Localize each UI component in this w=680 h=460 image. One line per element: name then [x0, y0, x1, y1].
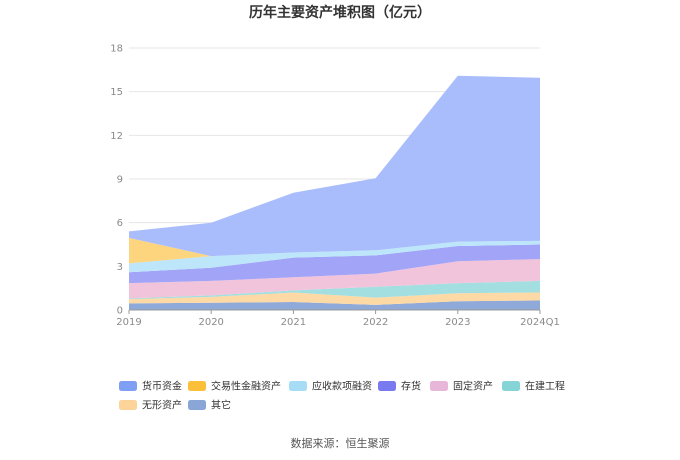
- legend-item[interactable]: 固定资产: [430, 380, 493, 393]
- legend-item[interactable]: 其它: [188, 399, 231, 412]
- y-tick-label: 0: [117, 306, 123, 317]
- legend-label: 在建工程: [525, 380, 565, 393]
- x-tick-label: 2022: [363, 317, 388, 328]
- area-series-4: [129, 259, 540, 299]
- axes: 0 3 6 9 12 15 18 2019 2020 2021 2022 2023 2024Q1: [110, 44, 560, 329]
- x-tick-label: 2020: [198, 317, 223, 328]
- legend-item[interactable]: 交易性金融资产: [188, 380, 281, 393]
- y-tick-label: 3: [117, 262, 123, 273]
- y-tick-label: 18: [110, 44, 123, 55]
- legend-label: 交易性金融资产: [211, 380, 281, 393]
- legend-item[interactable]: 应收款项融资: [289, 380, 372, 393]
- area-series-8: [129, 75, 540, 257]
- x-tick-label: 2019: [116, 317, 141, 328]
- legend-label: 货币资金: [142, 380, 182, 393]
- legend-swatch: [502, 381, 520, 391]
- legend-label: 应收款项融资: [312, 380, 372, 393]
- area-series-group: [129, 75, 540, 310]
- y-tick-label: 15: [110, 87, 123, 98]
- area-series-3: [129, 280, 540, 300]
- area-series-6: [129, 240, 540, 273]
- legend-item[interactable]: 无形资产: [119, 399, 182, 412]
- legend-swatch: [188, 400, 206, 410]
- legend-swatch: [378, 381, 396, 391]
- area-series-2: [129, 292, 540, 305]
- y-tick-label: 12: [110, 131, 123, 142]
- x-tick-label: 2024Q1: [520, 317, 560, 328]
- area-series-1: [129, 300, 540, 310]
- legend-label: 无形资产: [142, 399, 182, 412]
- legend-swatch: [430, 381, 448, 391]
- legend-swatch: [119, 381, 137, 391]
- legend-label: 存货: [401, 380, 421, 393]
- chart-title: 历年主要资产堆积图（亿元）: [249, 4, 431, 21]
- data-source-note: 数据来源：恒生聚源: [291, 436, 390, 450]
- x-tick-label: 2023: [445, 317, 470, 328]
- x-tick-label: 2021: [281, 317, 306, 328]
- area-series-5: [129, 244, 540, 284]
- legend-swatch: [119, 400, 137, 410]
- legend-label: 固定资产: [453, 380, 493, 393]
- y-tick-label: 9: [117, 175, 123, 186]
- legend-item[interactable]: 货币资金: [119, 380, 182, 393]
- legend-swatch: [289, 381, 307, 391]
- legend-label: 其它: [211, 399, 231, 412]
- legend-item[interactable]: 存货: [378, 380, 421, 393]
- y-tick-label: 6: [117, 218, 123, 229]
- legend-swatch: [188, 381, 206, 391]
- legend-item[interactable]: 在建工程: [502, 380, 565, 393]
